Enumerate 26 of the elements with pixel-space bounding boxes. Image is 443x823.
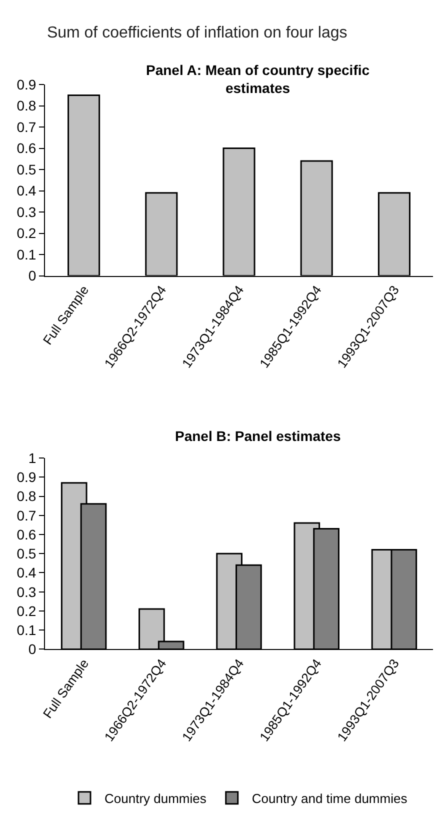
- y-tick-label: 1: [28, 450, 36, 466]
- y-tick-label: 0.2: [16, 225, 36, 242]
- chart-title: Sum of coefficients of inflation on four lags: [46, 24, 348, 42]
- y-tick-label: 0.8: [16, 488, 36, 504]
- chart-title: Panel B: Panel estimates: [175, 428, 341, 444]
- y-tick-label: 0.6: [16, 140, 36, 156]
- y-tick-label: 0.4: [16, 564, 36, 581]
- y-tick-label: 0.7: [16, 118, 36, 135]
- y-tick-label: 0.6: [16, 526, 36, 542]
- y-tick-label: 0.1: [16, 622, 36, 638]
- chart-subtitle: Panel A: Mean of country specific estimates: [146, 62, 370, 96]
- y-tick-label: 0.7: [16, 507, 36, 524]
- y-tick-label: 0.2: [16, 602, 36, 619]
- y-tick-label: 0.5: [16, 546, 36, 562]
- legend-label: Country dummies: [104, 790, 207, 806]
- y-tick-label: 0.8: [16, 98, 36, 114]
- y-tick-label: 0.1: [16, 246, 36, 262]
- y-tick-label: 0.9: [16, 469, 36, 486]
- y-tick-label: 0.9: [16, 76, 36, 92]
- y-tick-label: 0.3: [16, 204, 36, 220]
- y-tick-label: 0.5: [16, 161, 36, 178]
- y-tick-label: 0.4: [16, 182, 36, 199]
- y-tick-label: 0: [28, 268, 36, 284]
- y-tick-label: 0: [28, 641, 36, 658]
- legend-label: Country and time dummies: [252, 790, 408, 806]
- y-tick-label: 0.3: [16, 584, 36, 600]
